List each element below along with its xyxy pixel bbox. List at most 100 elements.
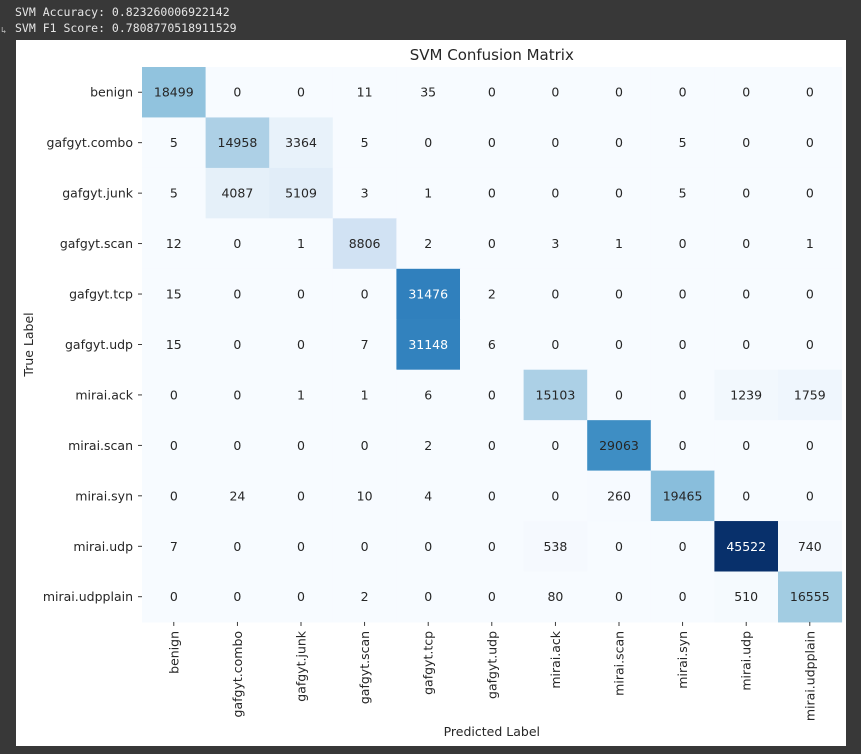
heatmap-cell xyxy=(396,420,461,472)
heatmap-cell xyxy=(523,268,588,320)
heatmap-cell xyxy=(460,117,525,169)
heatmap-cell xyxy=(205,470,270,522)
cell-value-label: 4 xyxy=(424,488,432,503)
cell-value-label: 31148 xyxy=(408,337,448,352)
heatmap-cell xyxy=(714,268,779,320)
cell-value-label: 4087 xyxy=(221,186,253,201)
cell-value-label: 7 xyxy=(361,337,369,352)
heatmap-cell xyxy=(587,420,652,472)
heatmap-cell xyxy=(778,167,843,219)
x-tick-label: mirai.scan xyxy=(612,631,627,696)
cell-value-label: 0 xyxy=(615,387,623,402)
heatmap-cell xyxy=(523,117,588,169)
heatmap-cell xyxy=(460,319,525,371)
heatmap-cell xyxy=(205,268,270,320)
cell-value-label: 0 xyxy=(488,539,496,554)
heatmap-cell xyxy=(778,67,843,118)
collapse-arrow-icon[interactable]: ↳ xyxy=(1,26,7,36)
heatmap-cell xyxy=(523,521,588,572)
heatmap-cell xyxy=(587,268,652,320)
heatmap-cell xyxy=(142,571,207,623)
cell-value-label: 0 xyxy=(488,85,496,100)
heatmap-cell xyxy=(332,218,397,270)
cell-value-label: 1 xyxy=(297,236,305,251)
x-tick-label: gafgyt.combo xyxy=(230,631,245,717)
cell-value-label: 0 xyxy=(297,539,305,554)
heatmap-cell xyxy=(778,319,843,371)
cell-value-label: 0 xyxy=(679,438,687,453)
cell-value-label: 19465 xyxy=(663,488,703,503)
cell-value-label: 0 xyxy=(297,287,305,302)
heatmap-cell xyxy=(269,521,334,572)
cell-value-label: 16555 xyxy=(790,589,830,604)
y-axis-label: True Label xyxy=(21,312,36,377)
heatmap-cell xyxy=(396,571,461,623)
cell-value-label: 0 xyxy=(679,337,687,352)
cell-value-label: 5 xyxy=(361,135,369,150)
cell-value-label: 31476 xyxy=(408,287,448,302)
heatmap-cell xyxy=(396,521,461,572)
heatmap-cell xyxy=(587,571,652,623)
x-tick-label: mirai.udp xyxy=(739,631,754,691)
heatmap-cell xyxy=(460,420,525,472)
heatmap-cell xyxy=(714,571,779,623)
cell-value-label: 740 xyxy=(798,539,822,554)
heatmap-cell xyxy=(587,218,652,270)
cell-value-label: 2 xyxy=(424,438,432,453)
cell-value-label: 8806 xyxy=(349,236,381,251)
heatmap-cell xyxy=(460,470,525,522)
x-tick-label: benign xyxy=(166,631,181,674)
cell-value-label: 0 xyxy=(170,589,178,604)
heatmap-cell xyxy=(142,521,207,572)
heatmap-cell xyxy=(587,167,652,219)
cell-value-label: 0 xyxy=(233,589,241,604)
cell-value-label: 538 xyxy=(543,539,567,554)
x-tick-label: gafgyt.scan xyxy=(357,631,372,704)
cell-value-label: 0 xyxy=(806,287,814,302)
cell-value-label: 0 xyxy=(297,488,305,503)
cell-value-label: 1239 xyxy=(730,387,762,402)
accuracy-output: SVM Accuracy: 0.823260006922142 xyxy=(15,5,230,19)
cell-value-label: 0 xyxy=(297,589,305,604)
cell-value-label: 0 xyxy=(551,488,559,503)
cell-value-label: 0 xyxy=(679,85,687,100)
cell-value-label: 0 xyxy=(170,387,178,402)
cell-value-label: 0 xyxy=(488,186,496,201)
heatmap-cell xyxy=(778,571,843,623)
heatmap-cell xyxy=(142,67,207,118)
x-tick-label: mirai.udpplain xyxy=(802,631,817,721)
heatmap-cell xyxy=(650,117,715,169)
heatmap-cell xyxy=(460,218,525,270)
cell-value-label: 0 xyxy=(615,589,623,604)
heatmap-cell xyxy=(269,167,334,219)
heatmap-cell xyxy=(714,67,779,118)
heatmap-cell xyxy=(523,470,588,522)
y-tick-label: gafgyt.tcp xyxy=(69,287,133,302)
cell-value-label: 10 xyxy=(357,488,373,503)
cell-value-label: 6 xyxy=(488,337,496,352)
heatmap-cell xyxy=(587,319,652,371)
heatmap-cell xyxy=(778,521,843,572)
cell-value-label: 0 xyxy=(551,438,559,453)
cell-value-label: 0 xyxy=(806,135,814,150)
cell-value-label: 0 xyxy=(361,539,369,554)
heatmap-cell xyxy=(205,571,270,623)
x-tick-label: mirai.syn xyxy=(675,631,690,689)
y-tick-label: gafgyt.scan xyxy=(60,236,133,251)
cell-value-label: 0 xyxy=(679,236,687,251)
cell-value-label: 1 xyxy=(615,236,623,251)
cell-value-label: 5 xyxy=(679,186,687,201)
cell-value-label: 0 xyxy=(488,589,496,604)
cell-value-label: 0 xyxy=(679,589,687,604)
cell-value-label: 0 xyxy=(742,287,750,302)
cell-value-label: 0 xyxy=(488,135,496,150)
y-tick-label: mirai.udpplain xyxy=(43,589,133,604)
heatmap-cell xyxy=(142,117,207,169)
heatmap-cell xyxy=(332,470,397,522)
heatmap-cell xyxy=(205,369,270,421)
heatmap-cell xyxy=(332,369,397,421)
heatmap-cell xyxy=(587,521,652,572)
cell-value-label: 0 xyxy=(742,135,750,150)
cell-value-label: 2 xyxy=(424,236,432,251)
heatmap-cell xyxy=(205,319,270,371)
